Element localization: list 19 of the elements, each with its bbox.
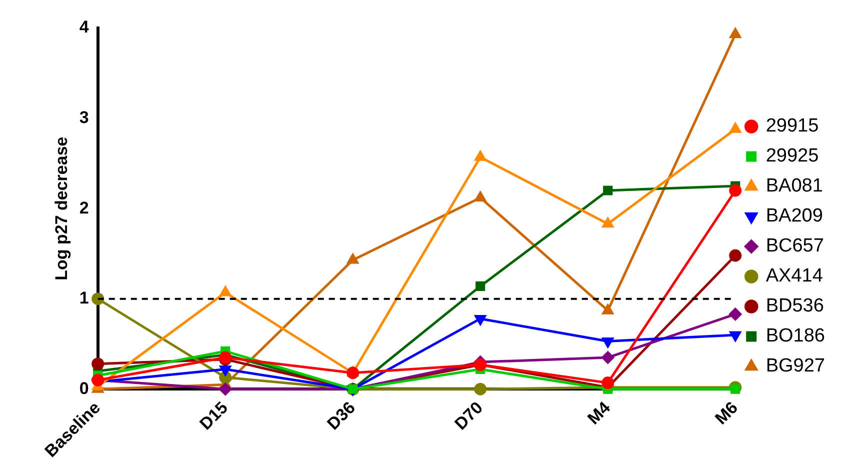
legend-label: BD536 (766, 296, 824, 317)
legend-label: BO186 (766, 326, 826, 347)
legend-label: AX414 (766, 266, 824, 287)
y-tick-label: 4 (79, 18, 90, 37)
y-tick-label: 3 (79, 108, 89, 127)
legend-label: BA081 (766, 176, 823, 197)
y-tick-label: 0 (79, 378, 89, 398)
y-axis-title: Log p27 decrease (52, 136, 71, 280)
legend-label: BG927 (766, 356, 826, 377)
legend-label: 29915 (766, 116, 819, 137)
x-tick-label: D70 (451, 398, 486, 434)
x-tick-label: M4 (584, 398, 614, 428)
legend-label: BA209 (766, 206, 823, 227)
y-tick-label: 1 (79, 288, 89, 308)
legend-label: 29925 (766, 146, 819, 167)
y-tick-label: 2 (79, 198, 89, 218)
x-tick-label: D36 (324, 398, 359, 434)
x-tick-label: M6 (711, 398, 742, 428)
legend-label: BC657 (766, 236, 824, 257)
